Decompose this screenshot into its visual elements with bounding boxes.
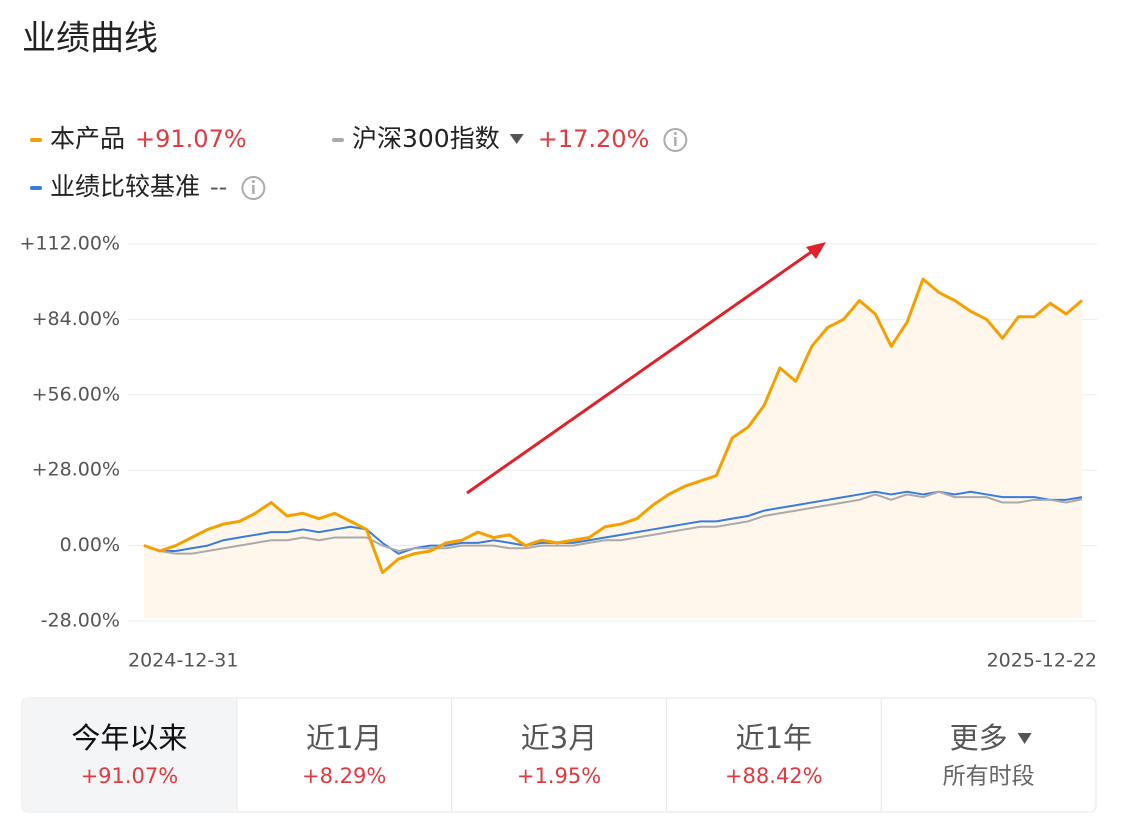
dropdown-icon[interactable]	[1017, 733, 1032, 744]
x-tick-label: 2025-12-22	[987, 650, 1097, 672]
legend-value: +91.07%	[135, 125, 247, 153]
y-tick-label: -28.00%	[41, 610, 120, 632]
series-line	[143, 490, 1083, 555]
tab-label[interactable]: 近1年	[736, 721, 812, 755]
x-tick-label: 2024-12-31	[128, 650, 238, 672]
legend-label[interactable]: 沪深300指数	[352, 124, 500, 153]
legend-swatch	[30, 138, 42, 142]
annotation-arrow	[466, 248, 815, 495]
tab-label[interactable]: 更多	[950, 721, 1008, 755]
info-icon-dot	[673, 132, 677, 135]
legend-label: 本产品	[50, 124, 125, 153]
y-tick-label: +84.00%	[32, 308, 120, 330]
tab-label[interactable]: 近1月	[306, 721, 382, 755]
tab-value: +91.07%	[81, 764, 179, 788]
legend-swatch	[332, 138, 344, 142]
tabs: 今年以来 +91.07% 近1月 +8.29% 近3月 +1.95% 近1年 +88.42% 更…	[23, 699, 1035, 811]
info-icon[interactable]	[241, 176, 266, 200]
info-icon-dot	[251, 180, 255, 183]
legend: 本产品 +91.07% 沪深300指数 +17.20% 业绩比较基准 --	[30, 124, 688, 201]
tab-selected-bg	[23, 699, 237, 811]
tab-value: +8.29%	[302, 764, 386, 788]
dropdown-icon[interactable]	[509, 134, 524, 144]
series-line	[143, 277, 1083, 575]
y-tick-label: 0.00%	[60, 534, 120, 556]
arrow-head	[806, 242, 826, 259]
series-line	[143, 490, 1083, 555]
legend-value: --	[210, 173, 227, 201]
tab-bar	[21, 697, 1097, 813]
info-icon-bar	[674, 137, 677, 146]
legend-value: +17.20%	[538, 125, 650, 153]
legend-label: 业绩比较基准	[50, 172, 200, 201]
tab-label[interactable]: 今年以来	[71, 721, 187, 755]
y-tick-label: +28.00%	[32, 459, 120, 481]
tab-label[interactable]: 近3月	[521, 721, 597, 755]
tab-value: 所有时段	[943, 764, 1035, 790]
info-icon-bar	[252, 185, 255, 194]
tab-value: +1.95%	[517, 764, 601, 788]
area	[144, 279, 1082, 618]
page-title: 业绩曲线	[22, 19, 158, 59]
y-tick-label: +112.00%	[20, 233, 120, 255]
tab-value: +88.42%	[725, 764, 823, 788]
y-tick-label: +56.00%	[32, 383, 120, 405]
legend-swatch	[30, 186, 42, 190]
info-icon[interactable]	[663, 128, 688, 152]
plot: -28.00% 0.00% +28.00% +56.00% +84.00% +112.00…	[20, 233, 1097, 672]
